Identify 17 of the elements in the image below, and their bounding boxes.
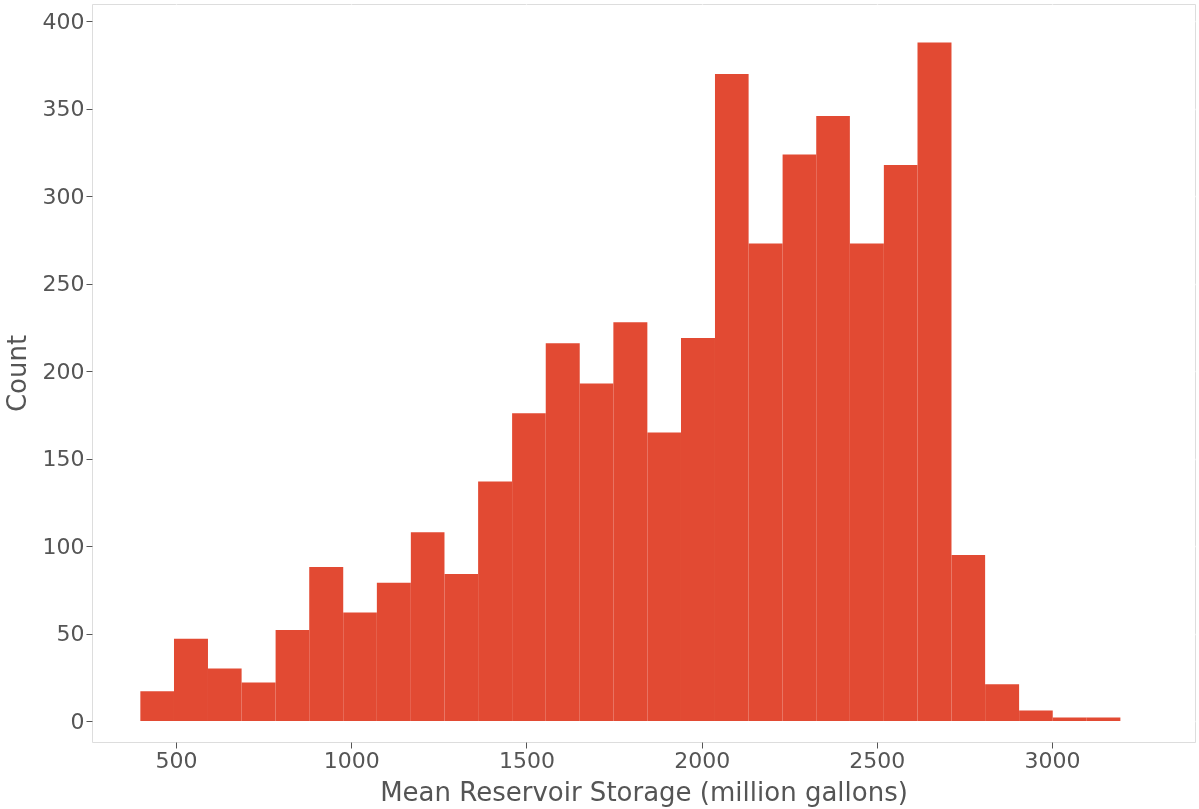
y-tick-label: 350 — [42, 96, 85, 122]
x-axis-title: Mean Reservoir Storage (million gallons) — [380, 776, 908, 807]
y-tick-label: 0 — [70, 708, 85, 734]
y-tick-label: 200 — [42, 358, 85, 384]
x-tick-label: 2000 — [674, 747, 731, 773]
y-axis-title: Count — [1, 334, 32, 413]
y-tick-label: 250 — [42, 271, 85, 297]
y-tick-label: 150 — [42, 446, 85, 472]
x-tick-label: 1500 — [498, 747, 555, 773]
y-tick-label: 300 — [42, 183, 85, 209]
y-tick-label: 100 — [42, 533, 85, 559]
x-tick-label: 500 — [155, 747, 198, 773]
x-tick-label: 3000 — [1024, 747, 1081, 773]
x-tick-label: 2500 — [849, 747, 906, 773]
y-tick-label: 50 — [56, 621, 85, 647]
x-tick-label: 1000 — [323, 747, 380, 773]
y-tick-label: 400 — [42, 8, 85, 34]
